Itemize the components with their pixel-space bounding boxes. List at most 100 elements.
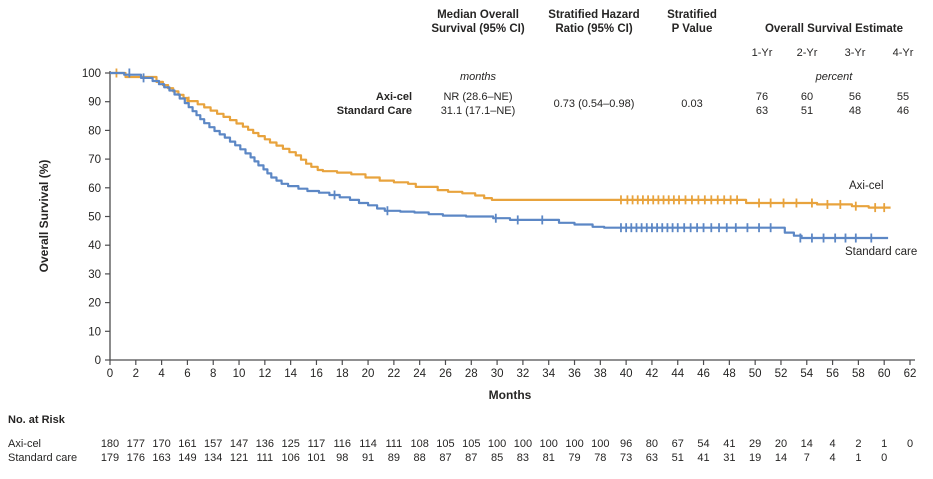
y-tick-label: 0 (95, 355, 101, 367)
x-tick-label: 18 (336, 368, 349, 380)
risk-count: 85 (490, 452, 504, 464)
estimate-std-2yr: 51 (800, 105, 814, 117)
x-tick-label: 38 (594, 368, 607, 380)
estimate-std-3yr: 48 (848, 105, 862, 117)
risk-count: 101 (307, 452, 326, 464)
y-axis-title: Overall Survival (%) (37, 159, 51, 273)
x-tick-label: 2 (133, 368, 139, 380)
x-tick-label: 60 (878, 368, 891, 380)
x-tick-label: 44 (671, 368, 684, 380)
year-col-3yr: 3-Yr (844, 47, 866, 59)
x-tick-label: 50 (749, 368, 762, 380)
risk-count: 147 (229, 438, 249, 450)
risk-table-title: No. at Risk (8, 414, 65, 426)
x-tick-label: 26 (439, 368, 452, 380)
risk-count: 100 (513, 438, 533, 450)
risk-count: 136 (255, 438, 274, 450)
x-tick-label: 20 (362, 368, 375, 380)
x-tick-label: 14 (284, 368, 297, 380)
standard-care-curve (110, 71, 889, 240)
risk-count: 125 (281, 438, 300, 450)
estimate-axi-3yr: 56 (848, 91, 862, 103)
risk-count: 89 (387, 452, 400, 464)
median-os-axi-cel: NR (28.6–NE) (443, 91, 513, 103)
risk-count: 105 (436, 438, 455, 450)
x-tick-label: 56 (826, 368, 839, 380)
risk-row-label-axi-cel: Axi-cel (8, 438, 42, 450)
risk-count: 176 (126, 452, 145, 464)
risk-count: 20 (774, 438, 788, 450)
y-tick-label: 80 (88, 125, 101, 137)
estimate-axi-1yr: 76 (755, 91, 769, 103)
pvalue-header-line2: P Value (671, 22, 713, 35)
x-tick-label: 8 (210, 368, 216, 380)
risk-count: 67 (671, 438, 684, 450)
risk-count: 63 (645, 452, 659, 464)
x-tick-label: 48 (723, 368, 736, 380)
pvalue-header-line1: Stratified (667, 9, 717, 21)
hazard-ratio-value: 0.73 (0.54–0.98) (553, 98, 635, 110)
risk-count: 111 (256, 452, 274, 464)
risk-count: 88 (413, 452, 426, 464)
year-col-4yr: 4-Yr (892, 47, 914, 59)
risk-count: 14 (774, 452, 788, 464)
x-tick-label: 0 (107, 368, 113, 380)
estimate-std-1yr: 63 (755, 105, 769, 117)
risk-count: 108 (410, 438, 429, 450)
risk-row-label-standard-care: Standard care (8, 452, 78, 464)
x-tick-label: 16 (310, 368, 323, 380)
risk-count: 41 (697, 452, 710, 464)
estimate-unit-percent: percent (815, 71, 853, 83)
risk-count: 7 (803, 452, 810, 464)
x-tick-label: 10 (233, 368, 246, 380)
median-os-header-line2: Survival (95% CI) (431, 22, 525, 35)
risk-count: 29 (749, 438, 762, 450)
risk-count: 41 (723, 438, 736, 450)
y-tick-label: 30 (88, 269, 101, 281)
curve-label-standard-care: Standard care (845, 246, 918, 258)
median-os-header-line1: Median Overall (437, 9, 519, 21)
risk-count: 180 (100, 438, 120, 450)
year-col-1yr: 1-Yr (751, 47, 773, 59)
x-tick-label: 46 (697, 368, 710, 380)
axi-cel-curve (110, 71, 891, 209)
risk-count: 83 (516, 452, 530, 464)
y-tick-label: 50 (88, 212, 101, 224)
year-col-2yr: 2-Yr (796, 47, 818, 59)
risk-count: 121 (229, 452, 249, 464)
risk-count: 80 (645, 438, 659, 450)
risk-count: 161 (178, 438, 197, 450)
summary-row-label-standard-care: Standard Care (336, 105, 412, 117)
median-os-standard-care: 31.1 (17.1–NE) (440, 105, 516, 117)
risk-count: 149 (178, 452, 197, 464)
risk-count: 1 (855, 452, 862, 464)
x-tick-label: 58 (852, 368, 865, 380)
risk-count: 4 (829, 452, 836, 464)
hazard-ratio-header-line1: Stratified Hazard (548, 9, 640, 21)
estimate-std-4yr: 46 (896, 105, 910, 117)
risk-count: 91 (361, 452, 375, 464)
y-tick-label: 10 (88, 326, 101, 338)
risk-count: 73 (620, 452, 633, 464)
risk-count: 31 (723, 452, 736, 464)
risk-count: 117 (307, 438, 326, 450)
median-os-header: Median Overall Survival (95% CI) (408, 9, 548, 36)
y-tick-label: 90 (88, 97, 101, 109)
x-tick-label: 4 (158, 368, 165, 380)
risk-count: 81 (542, 452, 555, 464)
risk-count: 100 (487, 438, 507, 450)
risk-count: 19 (749, 452, 762, 464)
risk-count: 2 (855, 438, 862, 450)
x-tick-label: 62 (904, 368, 917, 380)
x-tick-label: 34 (542, 368, 555, 380)
risk-count: 14 (800, 438, 813, 450)
x-tick-label: 32 (517, 368, 530, 380)
x-tick-label: 40 (620, 368, 633, 380)
x-tick-label: 24 (413, 368, 426, 380)
hazard-ratio-header: Stratified Hazard Ratio (95% CI) (524, 9, 664, 36)
x-tick-label: 30 (491, 368, 504, 380)
risk-count: 179 (100, 452, 120, 464)
risk-count: 163 (152, 452, 171, 464)
risk-count: 0 (881, 452, 888, 464)
estimate-axi-2yr: 60 (800, 91, 814, 103)
